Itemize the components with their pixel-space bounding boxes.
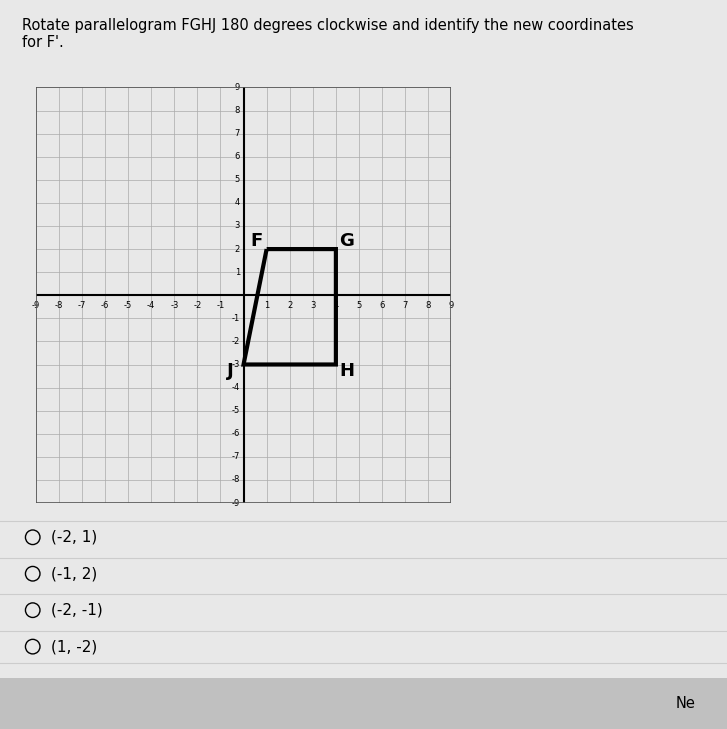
Text: 5: 5 bbox=[235, 175, 240, 184]
Text: for F'.: for F'. bbox=[22, 35, 63, 50]
Text: 2: 2 bbox=[287, 301, 292, 310]
Text: 1: 1 bbox=[235, 268, 240, 277]
Text: -6: -6 bbox=[232, 429, 240, 438]
Text: 3: 3 bbox=[235, 222, 240, 230]
Text: -1: -1 bbox=[217, 301, 225, 310]
Text: 7: 7 bbox=[235, 129, 240, 139]
Text: Ne: Ne bbox=[676, 696, 696, 711]
Text: Rotate parallelogram FGHJ 180 degrees clockwise and identify the new coordinates: Rotate parallelogram FGHJ 180 degrees cl… bbox=[22, 18, 633, 34]
Text: -5: -5 bbox=[124, 301, 132, 310]
Text: -3: -3 bbox=[232, 360, 240, 369]
Text: 9: 9 bbox=[449, 301, 454, 310]
Text: 8: 8 bbox=[235, 106, 240, 115]
Text: J: J bbox=[228, 362, 234, 380]
Text: -7: -7 bbox=[78, 301, 86, 310]
Text: -7: -7 bbox=[232, 452, 240, 461]
Text: -1: -1 bbox=[232, 313, 240, 323]
Text: 1: 1 bbox=[264, 301, 269, 310]
Text: -8: -8 bbox=[55, 301, 63, 310]
Text: 3: 3 bbox=[310, 301, 316, 310]
Text: -2: -2 bbox=[193, 301, 201, 310]
Text: 4: 4 bbox=[333, 301, 339, 310]
Text: (-1, 2): (-1, 2) bbox=[51, 566, 97, 581]
Text: -8: -8 bbox=[232, 475, 240, 485]
Text: 7: 7 bbox=[403, 301, 408, 310]
Text: -9: -9 bbox=[232, 499, 240, 507]
Text: 2: 2 bbox=[235, 244, 240, 254]
Text: G: G bbox=[340, 232, 354, 249]
Text: -4: -4 bbox=[147, 301, 156, 310]
Text: 5: 5 bbox=[356, 301, 361, 310]
Text: F: F bbox=[251, 232, 262, 249]
Text: -9: -9 bbox=[32, 301, 40, 310]
Text: 8: 8 bbox=[425, 301, 431, 310]
Text: (-2, 1): (-2, 1) bbox=[51, 530, 97, 545]
Text: 4: 4 bbox=[235, 198, 240, 208]
Text: -3: -3 bbox=[170, 301, 178, 310]
Text: 6: 6 bbox=[379, 301, 385, 310]
Text: -6: -6 bbox=[101, 301, 109, 310]
Text: 9: 9 bbox=[235, 83, 240, 92]
Text: H: H bbox=[340, 362, 354, 380]
Text: (-2, -1): (-2, -1) bbox=[51, 603, 103, 617]
Text: 6: 6 bbox=[235, 152, 240, 161]
Text: -2: -2 bbox=[232, 337, 240, 346]
Text: (1, -2): (1, -2) bbox=[51, 639, 97, 654]
Text: -5: -5 bbox=[232, 406, 240, 416]
Text: -4: -4 bbox=[232, 383, 240, 392]
